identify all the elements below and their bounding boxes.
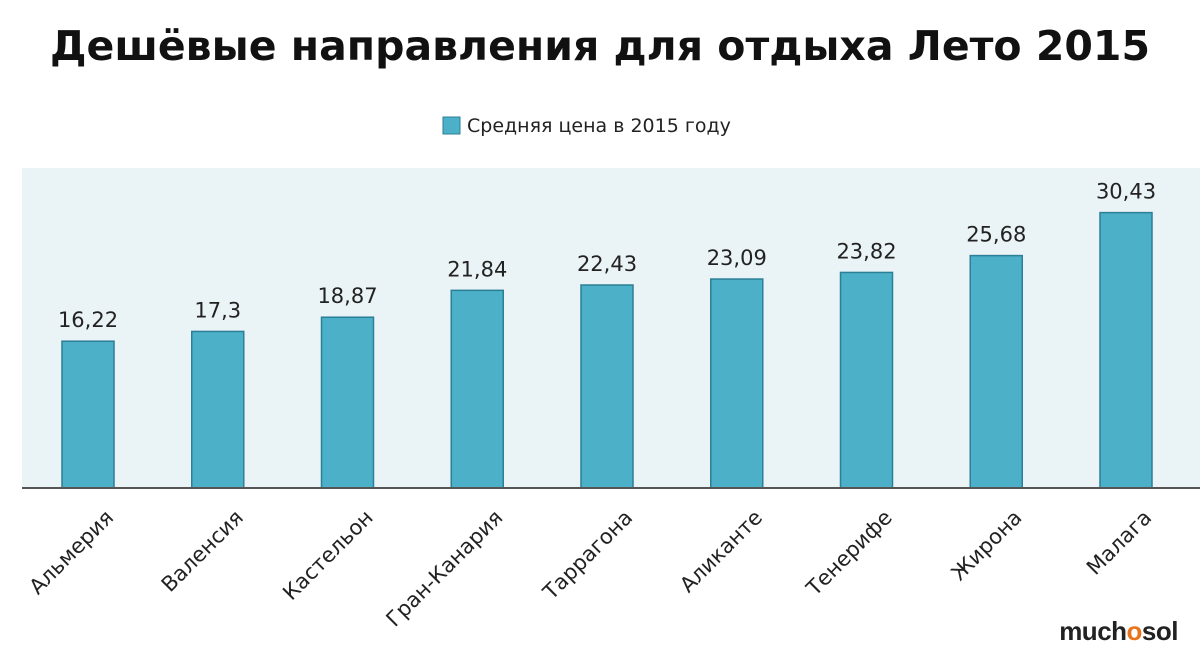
category-label: Аликанте xyxy=(675,505,767,597)
category-label: Валенсия xyxy=(157,505,248,596)
bar-9 xyxy=(1099,211,1153,489)
value-labels: 16,22 17,3 18,87 21,84 22,43 23,09 23,82 25,68 3… xyxy=(58,180,1156,333)
bar-6 xyxy=(710,278,764,489)
bar-1 xyxy=(61,340,115,489)
value-label: 23,09 xyxy=(707,246,767,270)
bar-2 xyxy=(191,330,245,489)
category-label: Малага xyxy=(1082,505,1156,579)
category-label: Тенерифе xyxy=(801,505,897,601)
category-label: Кастельон xyxy=(278,505,378,605)
bar-7 xyxy=(839,271,894,489)
value-label: 21,84 xyxy=(447,257,507,281)
bar-8 xyxy=(969,254,1023,489)
category-label: Жирона xyxy=(947,505,1027,585)
chart-title: Дешёвые направления для отдыха Лето 2015 xyxy=(50,22,1150,70)
value-label: 17,3 xyxy=(194,298,241,322)
value-label: 16,22 xyxy=(58,308,118,332)
legend: Средняя цена в 2015 году xyxy=(442,115,731,137)
bars xyxy=(61,211,1153,489)
value-label: 30,43 xyxy=(1096,180,1156,204)
category-label: Альмерия xyxy=(25,505,119,599)
category-label: Таррагона xyxy=(538,505,638,605)
legend-swatch xyxy=(442,116,461,135)
bar-3 xyxy=(320,316,375,489)
value-label: 18,87 xyxy=(317,284,377,308)
category-labels: Альмерия Валенсия Кастельон Гран-Канария Тар… xyxy=(25,505,1157,631)
legend-label: Средняя цена в 2015 году xyxy=(467,115,731,137)
value-label: 25,68 xyxy=(966,223,1026,247)
bar-5 xyxy=(580,284,634,489)
category-label: Гран-Канария xyxy=(381,505,507,631)
value-label: 22,43 xyxy=(577,252,637,276)
bar-4 xyxy=(450,289,504,489)
value-label: 23,82 xyxy=(836,239,896,263)
muchosol-logo: muchosol xyxy=(1059,616,1178,646)
